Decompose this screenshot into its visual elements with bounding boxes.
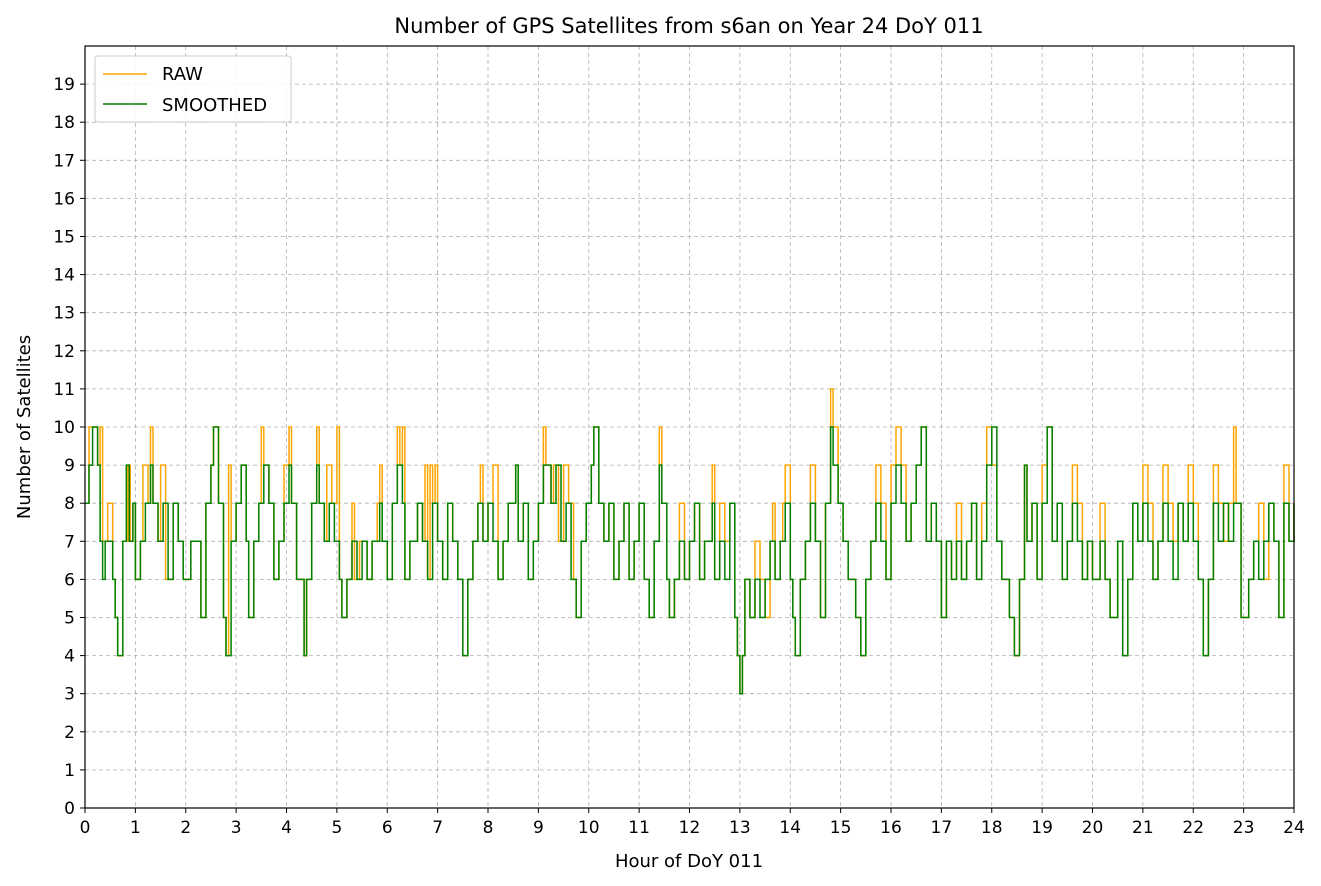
y-tick-label: 9 xyxy=(64,456,75,476)
x-tick-label: 18 xyxy=(981,818,1003,838)
y-tick-label: 15 xyxy=(53,228,75,248)
legend-box xyxy=(94,55,292,123)
x-tick-label: 2 xyxy=(180,818,191,838)
x-tick-label: 16 xyxy=(880,818,902,838)
y-tick-label: 12 xyxy=(53,342,75,362)
y-tick-label: 17 xyxy=(53,151,75,171)
grid-lines xyxy=(84,46,1295,809)
y-tick-label: 4 xyxy=(64,647,75,667)
x-tick-label: 15 xyxy=(830,818,852,838)
y-tick-label: 16 xyxy=(53,189,75,209)
x-tick-label: 20 xyxy=(1082,818,1104,838)
x-tick-label: 1 xyxy=(130,818,141,838)
y-tick-label: 5 xyxy=(64,609,75,629)
y-tick-label: 13 xyxy=(53,304,75,324)
legend: RAW SMOOTHED xyxy=(94,55,292,123)
y-axis-title: Number of Satellites xyxy=(14,335,35,519)
x-tick-label: 21 xyxy=(1132,818,1154,838)
x-tick-label: 11 xyxy=(628,818,650,838)
y-tick-label: 18 xyxy=(53,113,75,133)
x-tick-label: 12 xyxy=(679,818,701,838)
y-tick-label: 3 xyxy=(64,685,75,705)
chart-title: Number of GPS Satellites from s6an on Ye… xyxy=(394,14,983,38)
y-tick-label: 7 xyxy=(64,532,75,552)
x-tick-label: 6 xyxy=(382,818,393,838)
y-tick-label: 11 xyxy=(53,380,75,400)
x-tick-label: 13 xyxy=(729,818,751,838)
x-tick-label: 8 xyxy=(483,818,494,838)
x-axis-title: Hour of DoY 011 xyxy=(615,851,763,872)
x-tick-label: 24 xyxy=(1283,818,1305,838)
x-tick-label: 4 xyxy=(281,818,292,838)
x-axis-ticks: 0 1 2 3 4 5 6 7 8 9 10 11 12 13 14 15 16 17 18 19 20 21 22 23 24 xyxy=(80,808,1305,838)
x-tick-label: 0 xyxy=(80,818,91,838)
y-tick-label: 10 xyxy=(53,418,75,438)
series-line-smoothed xyxy=(85,426,1295,695)
x-tick-label: 5 xyxy=(331,818,342,838)
y-tick-label: 1 xyxy=(64,761,75,781)
y-tick-label: 19 xyxy=(53,75,75,95)
x-tick-label: 17 xyxy=(931,818,953,838)
x-tick-label: 10 xyxy=(578,818,600,838)
y-tick-label: 14 xyxy=(53,266,75,286)
x-tick-label: 7 xyxy=(432,818,443,838)
y-tick-label: 8 xyxy=(64,494,75,514)
legend-label-raw: RAW xyxy=(162,64,203,85)
x-tick-label: 9 xyxy=(533,818,544,838)
legend-label-smoothed: SMOOTHED xyxy=(162,95,267,116)
y-tick-label: 6 xyxy=(64,570,75,590)
x-tick-label: 3 xyxy=(231,818,242,838)
x-tick-label: 23 xyxy=(1233,818,1255,838)
y-tick-label: 0 xyxy=(64,799,75,819)
y-tick-label: 2 xyxy=(64,723,75,743)
x-tick-label: 14 xyxy=(779,818,801,838)
x-tick-label: 22 xyxy=(1182,818,1204,838)
x-tick-label: 19 xyxy=(1031,818,1053,838)
series-lines xyxy=(85,388,1295,695)
